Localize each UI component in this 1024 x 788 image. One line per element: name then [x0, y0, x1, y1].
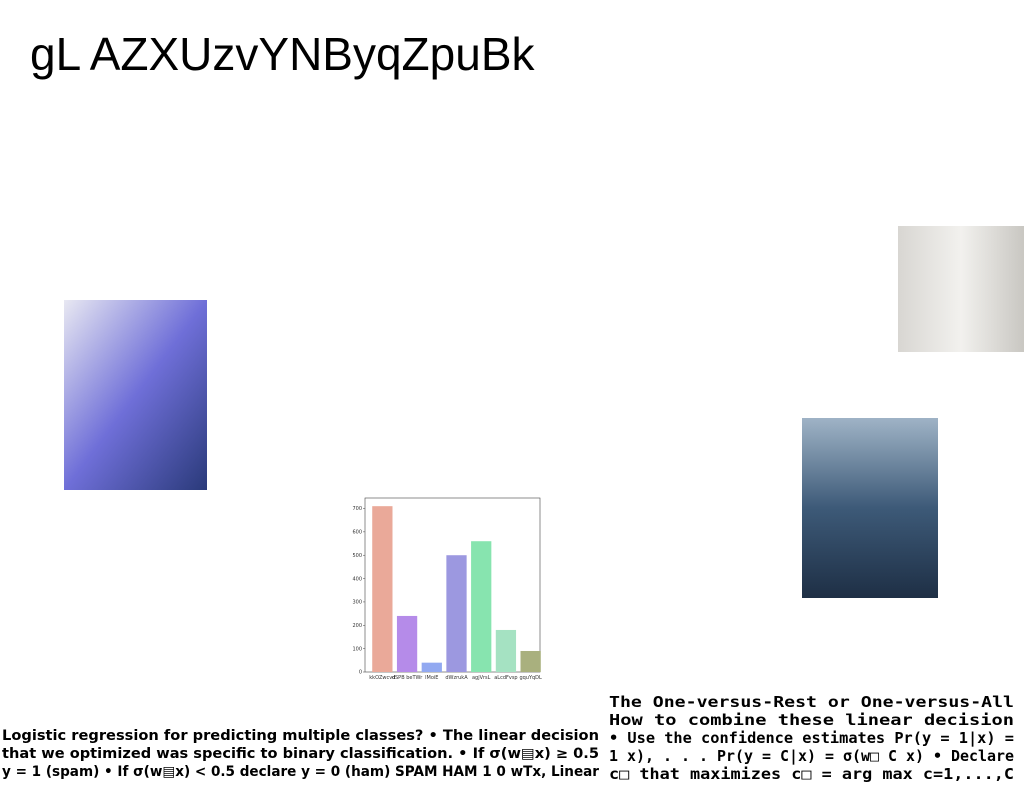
- left-text-line: that we optimized was specific to binary…: [2, 746, 599, 762]
- bar: [495, 629, 517, 672]
- x-tick-label: dWzrukA: [445, 675, 468, 681]
- x-tick-label: agjVrsL: [472, 675, 491, 681]
- fabric-photo: [898, 226, 1024, 352]
- right-text-line: 1 x), . . . Pr(y = C|x) = σ(w□ C x) • De…: [609, 747, 1014, 766]
- y-tick-label: 100: [352, 646, 362, 652]
- y-tick-label: 600: [352, 530, 362, 536]
- x-tick-label: lMoiE: [425, 675, 438, 681]
- y-tick-label: 300: [352, 600, 362, 606]
- left-text-line: Logistic regression for predicting multi…: [2, 728, 599, 744]
- right-text-line: How to combine these linear decision: [609, 711, 1014, 729]
- right-text-line: c□ that maximizes c□ = arg max c=1,...,C: [609, 765, 1014, 783]
- x-tick-label: dSPB beTWr: [392, 675, 423, 681]
- left-text-line: y = 1 (spam) • If σ(w▤x) < 0.5 declare y…: [2, 764, 599, 780]
- text-blocks: Logistic regression for predicting multi…: [2, 693, 1014, 783]
- right-text-line: • Use the confidence estimates Pr(y = 1|…: [609, 729, 1014, 748]
- bar: [471, 541, 492, 672]
- y-tick-label: 0: [359, 670, 362, 676]
- y-tick-label: 200: [352, 623, 362, 629]
- lab-photo: [64, 300, 207, 490]
- x-tick-label: kkOZwcvd: [369, 675, 395, 681]
- y-tick-label: 700: [352, 506, 362, 512]
- bar: [520, 650, 541, 672]
- y-tick-label: 400: [352, 576, 362, 582]
- bar: [421, 662, 442, 672]
- x-tick-label: aLcdFvsp: [494, 675, 517, 681]
- y-tick-label: 500: [352, 553, 362, 559]
- bar: [372, 506, 393, 672]
- forest-photo: [802, 418, 938, 598]
- bar: [396, 615, 418, 672]
- slide-title: gL AZXUzvYNByqZpuBk: [30, 28, 535, 80]
- bar: [446, 555, 467, 672]
- x-tick-label: gquYqDL: [519, 675, 542, 681]
- right-text-line: The One-versus-Rest or One-versus-All: [609, 693, 1014, 711]
